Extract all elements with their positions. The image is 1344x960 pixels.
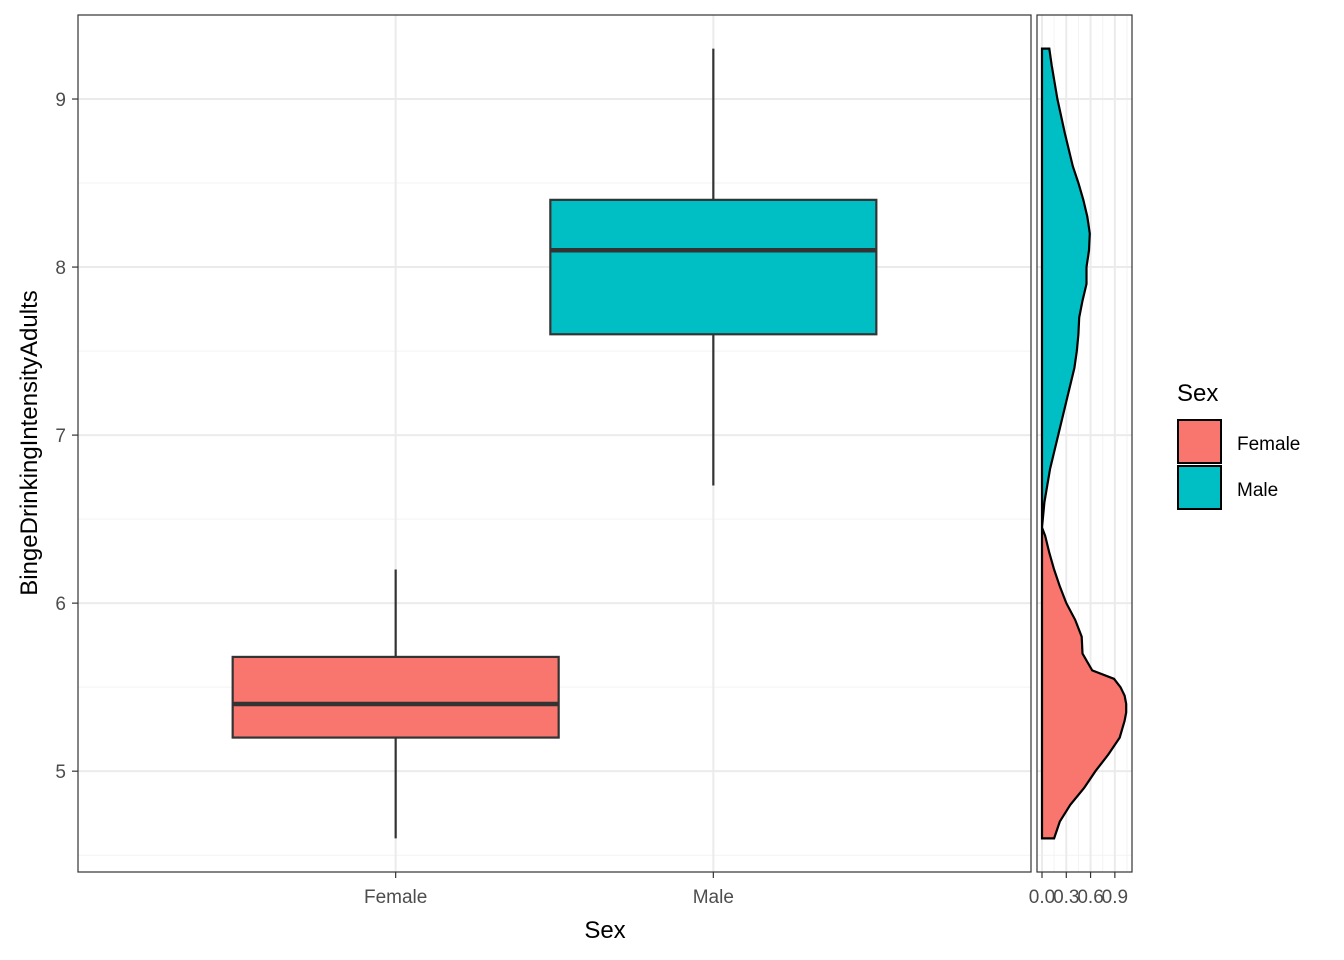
main-panel-background	[78, 15, 1031, 872]
legend-key-male	[1177, 465, 1222, 510]
x-tick-label: Male	[693, 887, 734, 908]
density-x-tick-label: 0.6	[1077, 887, 1103, 908]
density-area-male	[1040, 47, 1091, 528]
density-panel-border	[1036, 14, 1133, 873]
x-axis: Female Male	[364, 872, 734, 908]
density-areas	[1040, 47, 1128, 840]
main-panel	[77, 14, 1032, 873]
density-x-tick-label: 0.0	[1029, 887, 1055, 908]
boxplot-female	[231, 569, 560, 839]
x-tick-label: Female	[364, 887, 427, 908]
density-area-female	[1040, 527, 1128, 840]
legend: Sex Female Male	[1177, 380, 1300, 510]
boxplot-male	[549, 48, 878, 486]
legend-key-female	[1177, 419, 1222, 464]
y-axis-title: BingeDrinkingIntensityAdults	[16, 290, 43, 596]
box-iqr	[231, 655, 560, 739]
y-tick-label: 8	[55, 258, 66, 279]
legend-items: Female Male	[1177, 419, 1300, 510]
legend-title: Sex	[1177, 380, 1218, 407]
legend-label-male: Male	[1237, 480, 1278, 501]
y-axis: 5 6 7 8 9	[55, 90, 78, 783]
density-x-tick-label: 0.9	[1102, 887, 1128, 908]
y-tick-label: 7	[55, 426, 66, 447]
legend-label-female: Female	[1237, 434, 1300, 455]
boxplots	[231, 48, 878, 839]
x-axis-title: Sex	[584, 917, 625, 944]
density-panel	[1036, 14, 1133, 873]
density-x-tick-label: 0.3	[1053, 887, 1079, 908]
density-x-axis: 0.00.30.60.9	[1029, 872, 1128, 908]
main-panel-border	[77, 14, 1032, 873]
y-tick-label: 9	[55, 90, 66, 111]
box-iqr	[549, 198, 878, 336]
y-tick-label: 5	[55, 762, 66, 783]
y-tick-label: 6	[55, 594, 66, 615]
